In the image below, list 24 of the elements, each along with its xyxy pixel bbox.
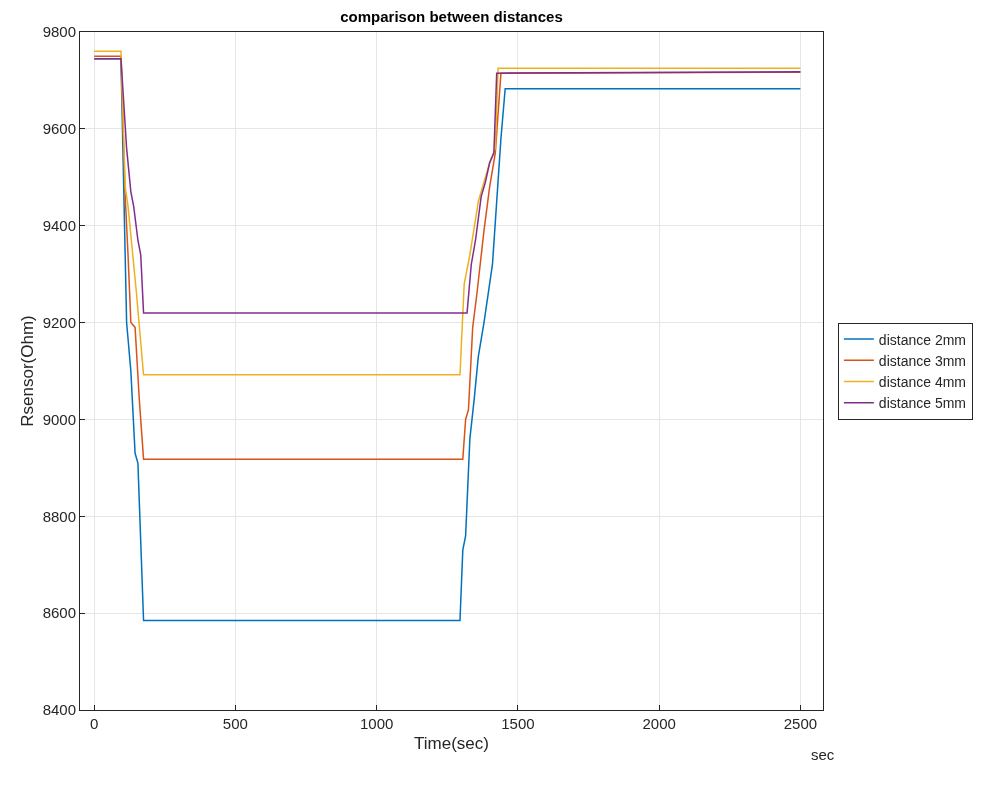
x-tick-label: 2000: [642, 715, 676, 732]
x-tick-label: 2500: [783, 715, 818, 732]
y-tick-label: 9800: [42, 23, 76, 41]
y-tick-label: 8600: [42, 604, 76, 622]
y-tick-label: 9600: [42, 120, 76, 138]
x-axis-title: Time(sec): [414, 734, 489, 754]
legend-label: distance 3mm: [878, 352, 967, 369]
y-tick-label: 9200: [42, 313, 76, 331]
y-tick-label: 8800: [42, 507, 76, 525]
y-tick-label: 9400: [42, 216, 76, 234]
y-tick-label: 9000: [42, 410, 76, 428]
legend-label: distance 5mm: [878, 395, 967, 412]
x-tick-label: 1000: [359, 715, 394, 732]
x-tick-label: 1500: [501, 715, 535, 732]
text: sec: [811, 746, 835, 763]
legend-label: distance 2mm: [878, 331, 967, 348]
line-series: [93, 57, 802, 314]
line-series: [93, 50, 802, 376]
chart-title: comparison between distances: [340, 8, 563, 26]
x-tick-label: 0: [89, 715, 99, 732]
x-tick-label: 500: [222, 715, 248, 732]
y-tick-label: 8400: [42, 701, 76, 719]
legend-label: distance 4mm: [878, 373, 967, 390]
y-axis-title: Rsensor(Ohm): [18, 315, 38, 427]
